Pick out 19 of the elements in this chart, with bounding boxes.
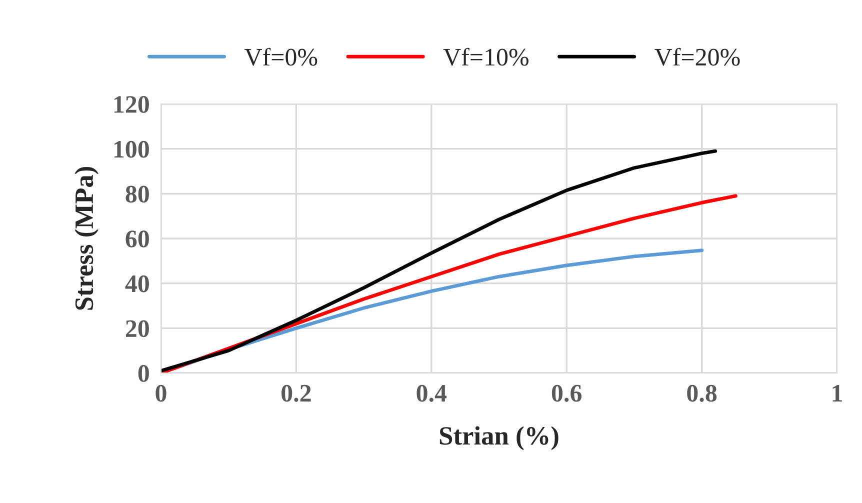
x-tick-label: 0.8 [687, 384, 717, 402]
y-tick-label: 120 [114, 96, 149, 113]
x-axis-title: Strian (%) [440, 426, 558, 450]
legend-label: Vf=20% [654, 48, 740, 66]
x-tick-label: 0.2 [282, 384, 311, 402]
y-tick-label: 80 [126, 186, 149, 203]
legend-label: Vf=10% [443, 48, 528, 66]
x-tick-label: 1 [832, 384, 842, 402]
y-tick-label: 40 [125, 275, 149, 292]
y-tick-label: 0 [138, 365, 149, 382]
legend-label: Vf=0% [244, 48, 318, 66]
y-tick-label: 100 [114, 140, 149, 158]
y-tick-label: 20 [126, 320, 149, 338]
y-axis-title: Stress (MPa) [74, 166, 98, 310]
y-tick-label: 60 [126, 230, 149, 248]
x-tick-label: 0 [156, 384, 166, 402]
x-tick-label: 0.4 [416, 384, 447, 402]
line-series [161, 149, 718, 372]
x-tick-label: 0.6 [552, 384, 582, 402]
